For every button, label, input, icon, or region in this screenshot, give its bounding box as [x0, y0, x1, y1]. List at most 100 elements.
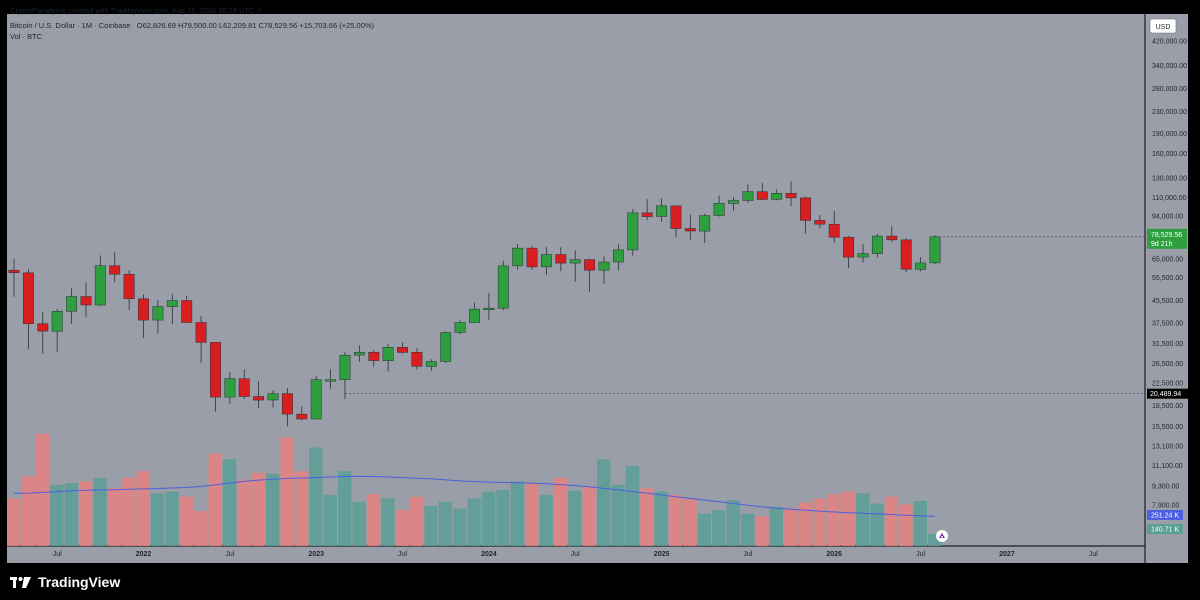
volume-last-tag-bg [1147, 524, 1183, 534]
price-tick-label: 9,300.00 [1152, 483, 1179, 490]
candle[interactable] [210, 342, 221, 412]
marker-icon[interactable] [936, 530, 948, 542]
candle[interactable] [612, 244, 624, 271]
volume-bar [208, 453, 222, 547]
volume-ma-layer [13, 475, 936, 517]
candle[interactable] [627, 209, 639, 256]
volume-bar [107, 488, 122, 546]
candle[interactable] [656, 198, 668, 222]
candle[interactable] [512, 244, 524, 270]
volume-bar [179, 496, 194, 546]
candle[interactable] [296, 406, 308, 421]
volume-bar [453, 508, 467, 546]
candle[interactable] [267, 390, 279, 408]
candle[interactable] [22, 269, 34, 350]
candle[interactable] [397, 342, 408, 354]
candle[interactable] [253, 381, 265, 409]
candle[interactable] [843, 236, 855, 269]
candle[interactable] [94, 255, 106, 307]
price-tick-label: 160,000.00 [1152, 151, 1187, 158]
candle[interactable] [713, 195, 725, 217]
candle[interactable] [886, 226, 898, 243]
candle[interactable] [929, 235, 941, 264]
candle-body [512, 247, 524, 267]
candle[interactable] [728, 196, 739, 211]
candle-body [670, 205, 682, 229]
candle[interactable] [469, 302, 480, 323]
candle[interactable] [310, 376, 322, 420]
candle[interactable] [785, 181, 797, 207]
candle-body [339, 354, 351, 380]
candle[interactable] [555, 247, 567, 272]
candle[interactable] [900, 238, 912, 273]
candle[interactable] [598, 256, 610, 284]
candle[interactable] [742, 184, 754, 203]
volume-legend[interactable]: Vol · BTC [10, 32, 43, 41]
time-tick-label: 2023 [308, 551, 324, 558]
candle[interactable] [641, 199, 653, 221]
time-axis[interactable]: Jul 2022 Jul 2023 Jul 2024 Jul 2025 Jul 2026 Jul 20… [53, 551, 1098, 558]
candle[interactable] [756, 183, 768, 201]
candle[interactable] [814, 215, 826, 229]
candle[interactable] [411, 348, 423, 370]
candle[interactable] [123, 270, 135, 310]
candle[interactable] [66, 288, 78, 324]
symbol-name[interactable]: Bitcoin / U.S. Dollar · 1M · Coinbase [10, 21, 131, 30]
candle-body [800, 197, 811, 221]
candle[interactable] [353, 345, 365, 362]
volume-bar [568, 490, 582, 547]
candle[interactable] [828, 211, 840, 243]
candle[interactable] [440, 331, 452, 364]
candle[interactable] [483, 292, 495, 320]
candle[interactable] [152, 299, 164, 334]
volume-bar [424, 506, 438, 547]
candle[interactable] [584, 258, 596, 292]
candle[interactable] [224, 371, 236, 404]
candle[interactable] [8, 259, 20, 297]
candle[interactable] [800, 196, 811, 234]
candle[interactable] [181, 295, 193, 323]
price-tick-label: 13,100.00 [1152, 443, 1183, 450]
candle[interactable] [857, 243, 869, 263]
volume-bar [597, 459, 611, 546]
candle[interactable] [51, 308, 63, 352]
last-price-tag-bg[interactable] [1147, 228, 1187, 249]
candle-body [857, 253, 869, 258]
level-lines [344, 236, 1144, 395]
candle-body [886, 235, 898, 241]
price-tick-label: 26,500.00 [1152, 361, 1183, 368]
candle[interactable] [425, 359, 437, 371]
price-axis[interactable]: 420,000.00 340,000.00 280,000.00 230,000.00… [1152, 39, 1187, 510]
candle[interactable] [109, 251, 121, 283]
candle[interactable] [454, 320, 466, 335]
candle[interactable] [569, 250, 581, 282]
candle[interactable] [281, 388, 293, 427]
candle[interactable] [339, 352, 351, 399]
currency-button[interactable]: USD [1149, 18, 1177, 34]
candle[interactable] [497, 260, 509, 311]
candle[interactable] [526, 245, 538, 270]
candle[interactable] [771, 189, 783, 201]
candle[interactable] [699, 213, 711, 243]
candle[interactable] [915, 257, 927, 272]
candle[interactable] [871, 233, 883, 258]
candle[interactable] [195, 315, 207, 363]
candle[interactable] [368, 350, 380, 367]
candle-body [166, 300, 178, 307]
volume-bar [712, 510, 726, 546]
candle[interactable] [238, 369, 250, 399]
candle[interactable] [80, 282, 92, 317]
candle-body [382, 347, 394, 361]
price-tick-label: 65,000.00 [1152, 256, 1183, 263]
candle[interactable] [37, 311, 49, 354]
candle[interactable] [382, 343, 394, 372]
candle[interactable] [670, 205, 682, 238]
candle[interactable] [166, 293, 178, 325]
price-tick-label: 110,000.00 [1152, 195, 1187, 202]
candle[interactable] [684, 214, 696, 240]
candle[interactable] [540, 247, 552, 275]
volume-bar [827, 494, 841, 546]
candle[interactable] [325, 369, 337, 389]
tradingview-brand[interactable]: TradingView [10, 572, 120, 592]
candle[interactable] [138, 294, 149, 339]
